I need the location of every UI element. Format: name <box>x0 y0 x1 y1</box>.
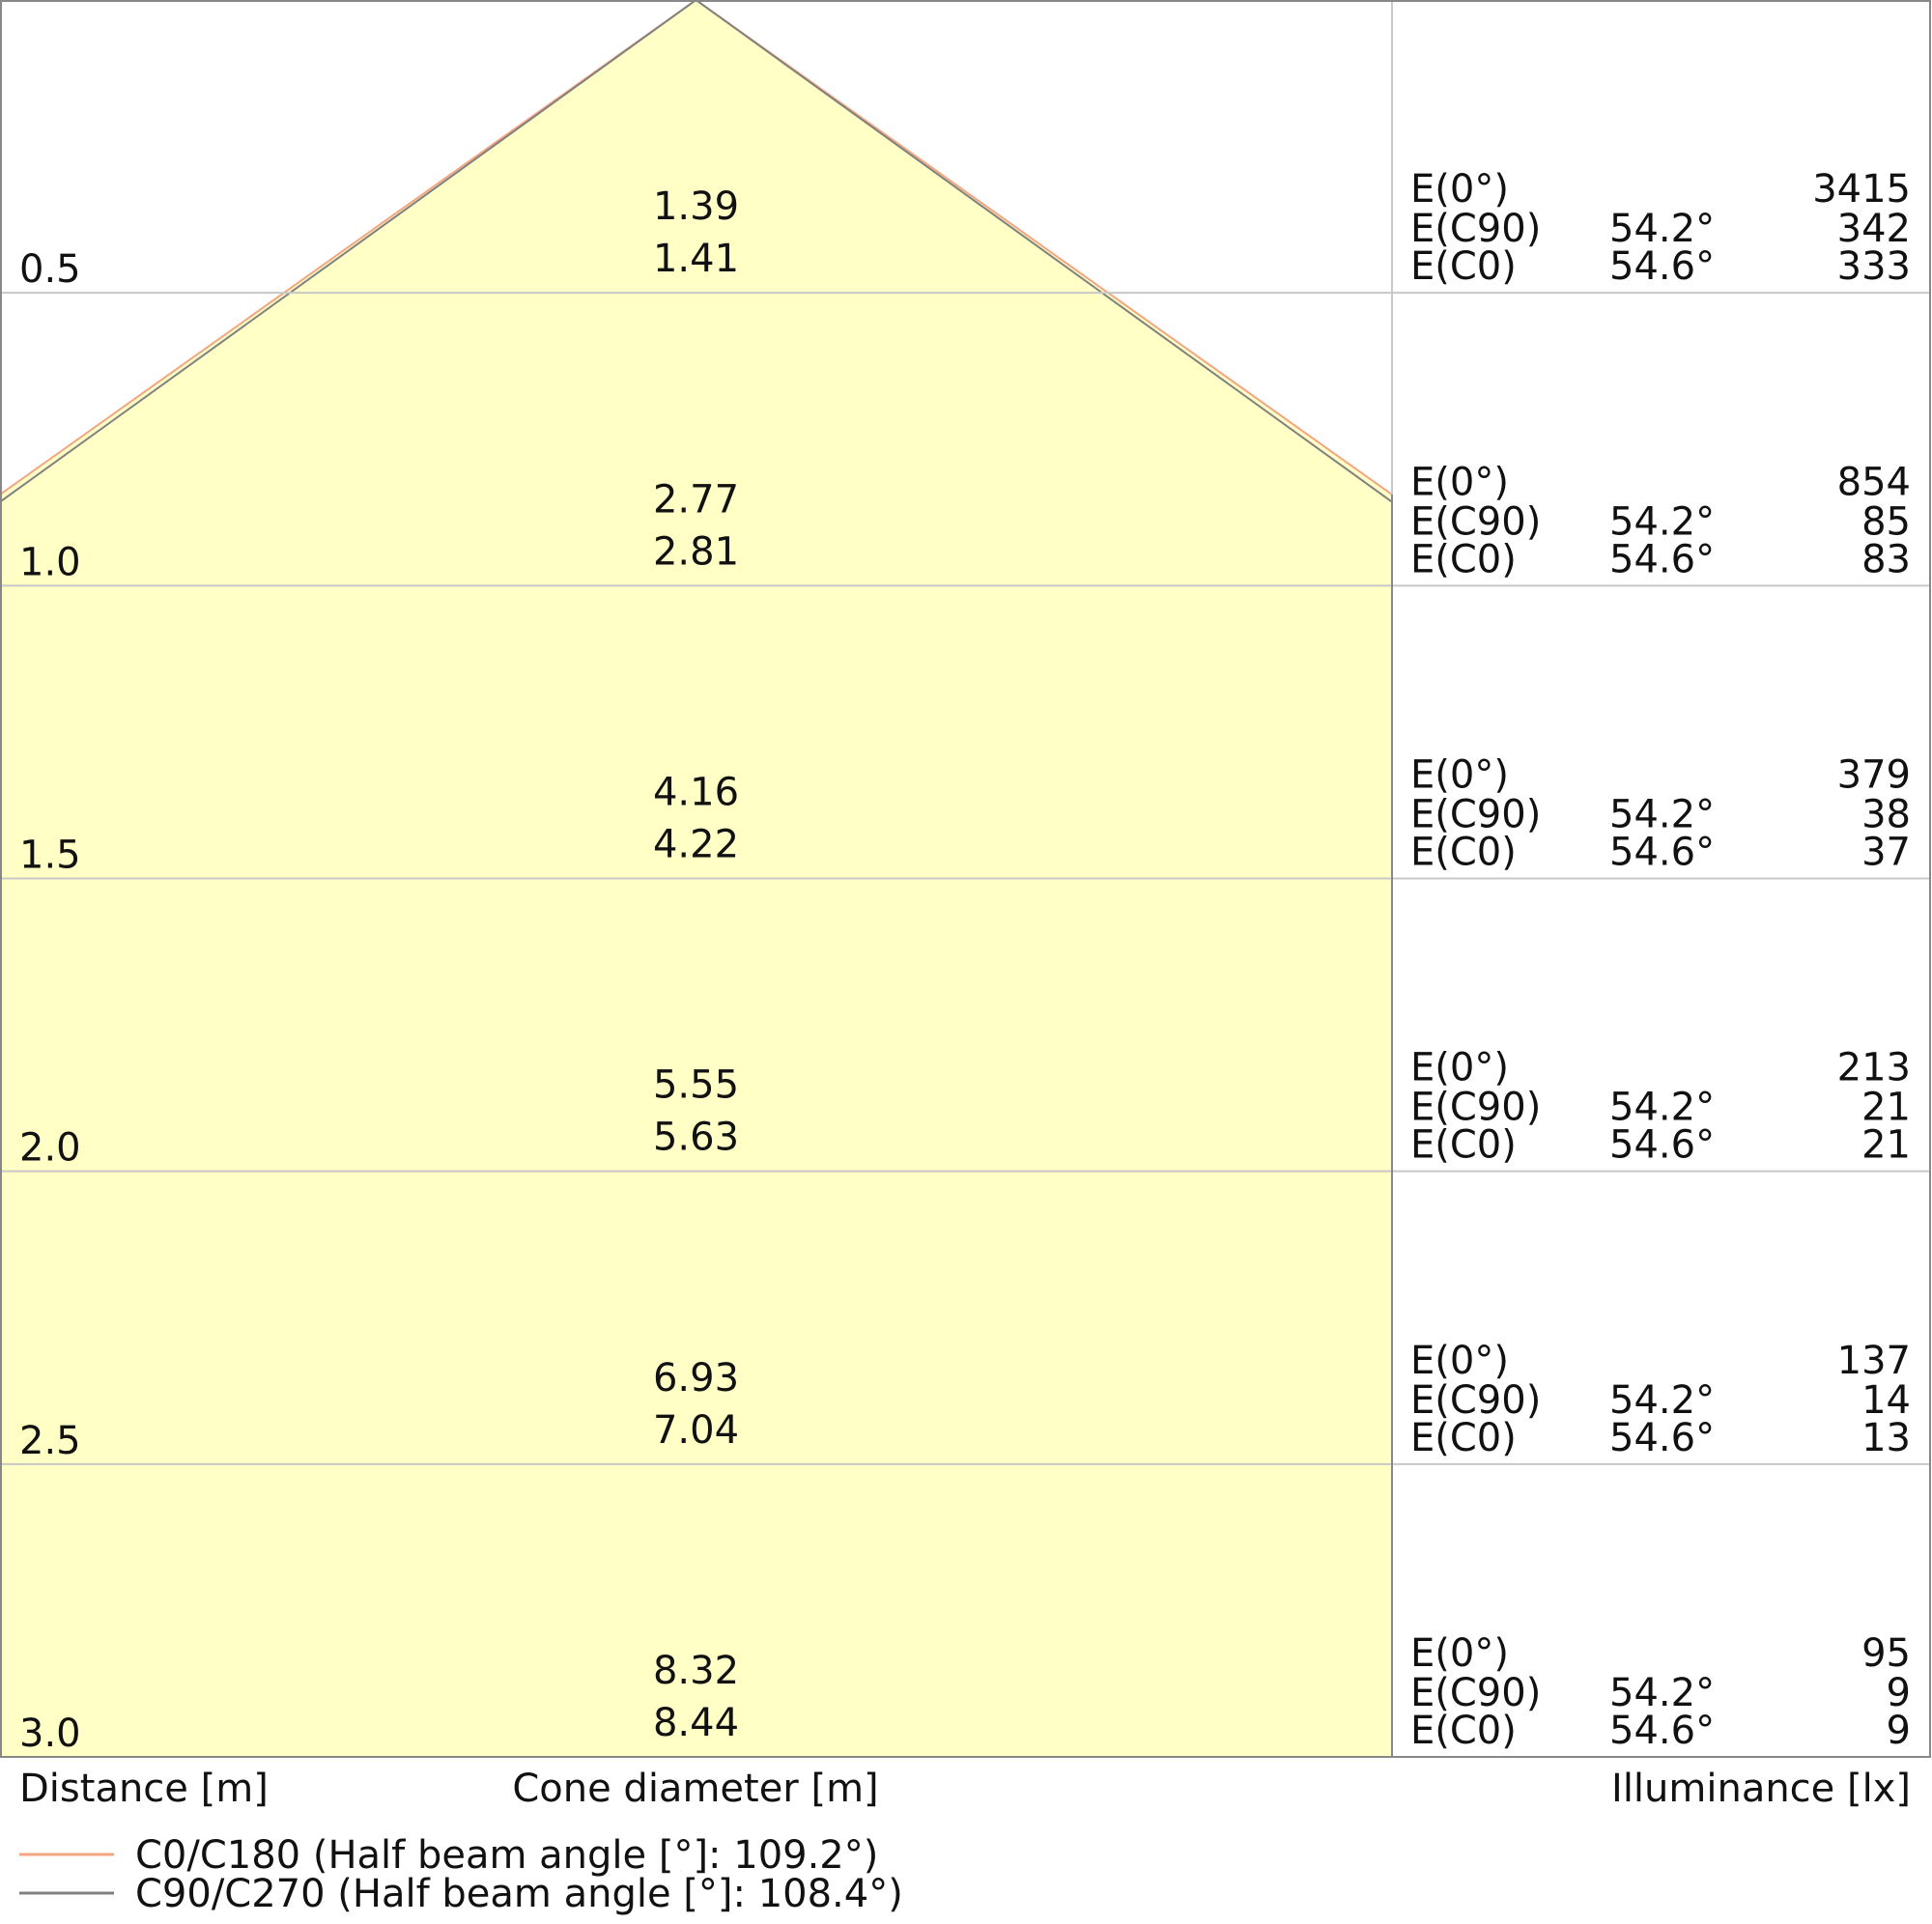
beam-angle-value: 54.6° <box>1609 1416 1715 1460</box>
illuminance-row-label: E(C90) <box>1410 207 1541 251</box>
cone-diameter-c90: 8.32 <box>653 1649 739 1693</box>
cone-line-c0 <box>0 0 1393 495</box>
illuminance-row-label: E(C90) <box>1410 1671 1541 1715</box>
illuminance-row-label: E(0°) <box>1410 1631 1509 1676</box>
beam-angle-value: 54.2° <box>1609 793 1715 837</box>
cone-line-c90 <box>0 0 1393 503</box>
illuminance-row-label: E(0°) <box>1410 1046 1509 1090</box>
illuminance-row-label: E(C0) <box>1410 537 1517 581</box>
cone-diameter-c0: 2.81 <box>653 529 739 574</box>
cone-diameter-c0: 5.63 <box>653 1116 739 1160</box>
legend: C0/C180 (Half beam angle [°]: 109.2°) C9… <box>19 1833 903 1916</box>
distance-tick-label: 0.5 <box>19 247 81 292</box>
distance-tick-label: 1.5 <box>19 834 81 878</box>
illuminance-value: 342 <box>1837 207 1911 251</box>
beam-angle-value: 54.6° <box>1609 244 1715 289</box>
illuminance-value: 854 <box>1837 460 1911 504</box>
illuminance-row-label: E(0°) <box>1410 753 1509 798</box>
distance-tick-label: 2.0 <box>19 1126 81 1171</box>
beam-angle-value: 54.6° <box>1609 1123 1715 1168</box>
illuminance-value: 21 <box>1861 1123 1911 1168</box>
beam-angle-value: 54.6° <box>1609 831 1715 875</box>
beam-angle-value: 54.2° <box>1609 1378 1715 1423</box>
illuminance-row-label: E(C0) <box>1410 1123 1517 1168</box>
beam-angle-value: 54.2° <box>1609 207 1715 251</box>
illuminance-axis-label: Illuminance [lx] <box>1611 1767 1911 1811</box>
illuminance-value: 83 <box>1861 537 1911 581</box>
illuminance-value: 9 <box>1887 1709 1911 1753</box>
cone-diameter-c90: 5.55 <box>653 1063 739 1108</box>
illuminance-value: 379 <box>1837 753 1911 798</box>
illuminance-value: 95 <box>1861 1631 1911 1676</box>
cone-axis-label: Cone diameter [m] <box>512 1767 878 1811</box>
illuminance-row-label: E(0°) <box>1410 167 1509 212</box>
illuminance-row-label: E(0°) <box>1410 1339 1509 1383</box>
distance-tick-label: 1.0 <box>19 540 81 584</box>
cone-diameter-c90: 6.93 <box>653 1356 739 1401</box>
cone-diameter-c90: 4.16 <box>653 771 739 815</box>
cone-diameter-c0: 4.22 <box>653 823 739 867</box>
illuminance-row-label: E(C0) <box>1410 244 1517 289</box>
grid-lines <box>0 0 1931 1758</box>
illuminance-value: 213 <box>1837 1046 1911 1090</box>
legend-label-c0: C0/C180 (Half beam angle [°]: 109.2°) <box>135 1833 878 1878</box>
illuminance-value: 37 <box>1861 831 1911 875</box>
distance-tick-label: 2.5 <box>19 1419 81 1463</box>
illuminance-value: 333 <box>1837 244 1911 289</box>
beam-angle-value: 54.6° <box>1609 1709 1715 1753</box>
cone-diameter-c90: 1.39 <box>653 184 739 229</box>
illuminance-row-label: E(C0) <box>1410 1709 1517 1753</box>
illuminance-value: 13 <box>1861 1416 1911 1460</box>
illuminance-value: 3415 <box>1812 167 1911 212</box>
cone-diameter-c0: 1.41 <box>653 237 739 281</box>
distance-tick-label: 3.0 <box>19 1712 81 1756</box>
row-labels: 0.5 1.39 1.41 E(0°) 3415 E(C90) 54.2° 342 E(C0) 5… <box>19 167 1911 1756</box>
illuminance-value: 21 <box>1861 1086 1911 1130</box>
x-axis-label: Distance [m] <box>19 1767 269 1811</box>
chart-frame <box>0 0 1931 1758</box>
illuminance-value: 14 <box>1861 1378 1911 1423</box>
legend-label-c90: C90/C270 (Half beam angle [°]: 108.4°) <box>135 1872 903 1916</box>
illuminance-row-label: E(C0) <box>1410 831 1517 875</box>
illuminance-row-label: E(0°) <box>1410 460 1509 504</box>
cone-diameter-c0: 7.04 <box>653 1408 739 1453</box>
illuminance-row-label: E(C0) <box>1410 1416 1517 1460</box>
illuminance-row-label: E(C90) <box>1410 499 1541 544</box>
illuminance-value: 137 <box>1837 1339 1911 1383</box>
beam-angle-value: 54.6° <box>1609 537 1715 581</box>
illuminance-value: 85 <box>1861 499 1911 544</box>
illuminance-value: 9 <box>1887 1671 1911 1715</box>
illuminance-row-label: E(C90) <box>1410 1378 1541 1423</box>
illuminance-value: 38 <box>1861 793 1911 837</box>
cone-diameter-c90: 2.77 <box>653 477 739 522</box>
beam-angle-value: 54.2° <box>1609 1671 1715 1715</box>
cone-diameter-c0: 8.44 <box>653 1701 739 1745</box>
beam-angle-value: 54.2° <box>1609 499 1715 544</box>
illuminance-row-label: E(C90) <box>1410 793 1541 837</box>
beam-angle-value: 54.2° <box>1609 1086 1715 1130</box>
illuminance-row-label: E(C90) <box>1410 1086 1541 1130</box>
